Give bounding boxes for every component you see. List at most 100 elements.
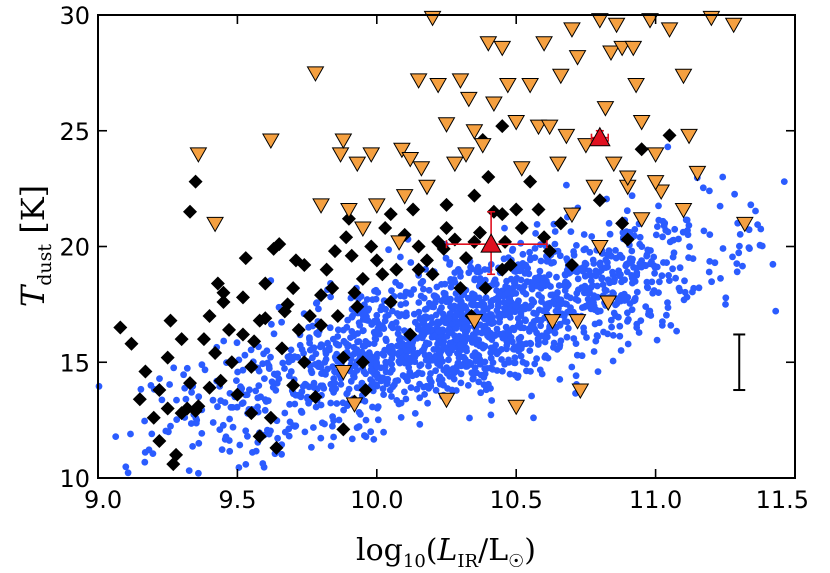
blue-dot: [416, 420, 424, 428]
blue-dot: [664, 143, 672, 151]
blue-dot: [699, 184, 707, 192]
blue-dot: [363, 296, 371, 303]
blue-dot: [361, 397, 369, 405]
blue-dot: [407, 384, 415, 391]
blue-dot: [446, 339, 454, 347]
black-diamond: [308, 389, 323, 404]
blue-dot: [592, 272, 600, 280]
blue-dot: [505, 329, 513, 337]
black-diamond: [403, 327, 418, 342]
blue-dot: [535, 339, 543, 346]
blue-dot: [646, 307, 654, 315]
blue-dot: [325, 346, 333, 354]
black-diamond: [252, 429, 267, 444]
orange-triangle-down: [535, 36, 553, 52]
black-diamond: [174, 332, 189, 347]
black-diamond: [495, 262, 510, 277]
blue-dot: [198, 361, 206, 369]
blue-dot: [122, 463, 130, 471]
blue-dot: [580, 303, 588, 311]
blue-dot: [631, 226, 639, 233]
blue-dot: [480, 373, 488, 381]
orange-triangle-down: [485, 96, 503, 112]
blue-dot: [686, 243, 693, 251]
blue-dot: [573, 351, 581, 359]
black-diamond: [183, 376, 198, 391]
blue-dot: [772, 307, 780, 315]
blue-dot: [475, 378, 483, 386]
blue-dot: [479, 344, 487, 352]
blue-dot: [719, 173, 727, 181]
blue-dot: [274, 434, 281, 442]
orange-triangle-down: [724, 17, 743, 34]
blue-dot: [489, 365, 496, 373]
blue-dot: [589, 256, 597, 264]
blue-dot: [553, 273, 560, 281]
blue-dot: [421, 306, 429, 313]
blue-dot: [389, 383, 397, 391]
black-diamond: [238, 251, 253, 266]
blue-dot: [188, 388, 196, 396]
black-diamond: [406, 202, 421, 217]
black-diamond: [344, 248, 359, 263]
blue-dot: [395, 358, 403, 365]
blue-dot: [543, 305, 551, 313]
blue-dot: [239, 366, 247, 374]
orange-triangle-down: [674, 68, 693, 85]
black-diamond: [439, 197, 454, 212]
black-diamond: [124, 336, 139, 351]
blue-dot: [317, 434, 325, 442]
blue-dot: [233, 339, 241, 347]
blue-dot: [612, 312, 619, 320]
blue-dot: [700, 227, 708, 235]
blue-dot: [353, 424, 361, 432]
orange-triangle-down: [479, 36, 498, 52]
x-label-open: (: [426, 533, 438, 568]
blue-dot: [491, 295, 499, 303]
blue-dot: [413, 385, 421, 393]
orange-triangle-down: [735, 216, 754, 233]
blue-dot: [583, 334, 590, 341]
blue-dot: [473, 301, 481, 309]
blue-dot: [264, 426, 271, 434]
black-diamond: [592, 193, 607, 208]
black-diamond: [222, 322, 237, 337]
blue-dot: [326, 324, 334, 332]
x-label-sun: ☉: [508, 551, 524, 572]
blue-dot: [242, 461, 250, 468]
blue-dot: [327, 399, 335, 407]
blue-dot: [717, 275, 724, 282]
blue-dot: [621, 297, 628, 304]
blue-dot: [137, 385, 145, 393]
blue-dot: [416, 394, 424, 402]
blue-dot: [457, 273, 464, 280]
blue-dot: [659, 233, 666, 241]
blue-dot: [689, 255, 697, 262]
blue-dot: [706, 187, 713, 195]
blue-dot: [414, 322, 422, 330]
blue-dot: [404, 373, 411, 381]
blue-dot: [201, 366, 209, 374]
blue-dot: [378, 303, 386, 311]
x-label-log: log: [356, 533, 403, 568]
blue-dot: [340, 406, 347, 414]
black-diamond: [216, 285, 231, 300]
blue-dot: [522, 360, 530, 368]
blue-dot: [379, 350, 386, 358]
blue-dot: [659, 318, 666, 325]
blue-dot: [322, 356, 330, 363]
black-diamond: [138, 364, 153, 379]
x-tick-label: 11.5: [756, 486, 809, 514]
blue-dot: [529, 297, 537, 305]
blue-dot: [652, 231, 660, 239]
blue-dot: [602, 264, 610, 271]
blue-dot: [673, 327, 680, 335]
blue-dot: [359, 327, 367, 335]
blue-dot: [650, 287, 658, 294]
blue-dot: [255, 382, 263, 389]
blue-dot: [575, 286, 582, 294]
blue-dot: [655, 202, 662, 210]
blue-dot: [490, 319, 498, 326]
blue-dot: [624, 318, 631, 325]
x-tick-label: 10.5: [489, 486, 542, 514]
